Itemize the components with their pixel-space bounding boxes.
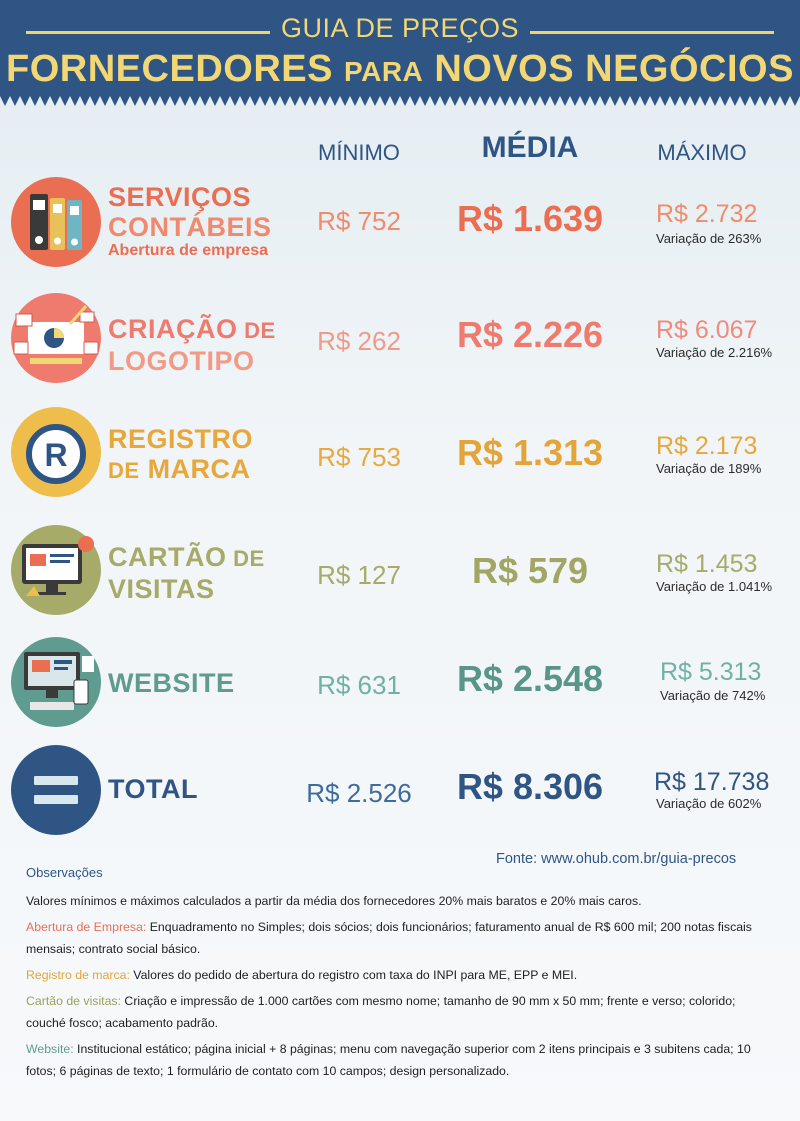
website-icon (10, 636, 102, 728)
variation-text: Variação de 742% (660, 688, 766, 703)
mid-value: R$ 2.226 (456, 314, 604, 355)
min-value: R$ 262 (317, 326, 401, 356)
price-row-website: WEBSITE R$ 631 R$ 2.548 R$ 5.313 Variaçã… (0, 636, 800, 736)
row-label: SERVIÇOS CONTÁBEIS Abertura de empresa (108, 182, 272, 259)
price-row-cartao-visitas: CARTÃO DE VISITAS R$ 127 R$ 579 R$ 1.453… (0, 524, 800, 624)
mid-value: R$ 579 (471, 550, 589, 591)
variation-text: Variação de 189% (656, 461, 762, 476)
registered-trademark-icon: R (10, 406, 102, 498)
min-value: R$ 752 (317, 206, 401, 236)
note-cartao-visitas: Cartão de visitas: Criação e impressão d… (26, 994, 736, 1030)
row-label: REGISTRO DE MARCA (108, 424, 254, 484)
row-label: CARTÃO DE VISITAS (108, 542, 265, 604)
mid-value: R$ 1.639 (456, 198, 604, 239)
max-value: R$ 5.313 (660, 658, 762, 686)
observations-title: Observações (26, 865, 103, 880)
column-header-min: MÍNIMO (318, 140, 400, 165)
max-value: R$ 1.453 (656, 550, 758, 578)
column-header-mid: MÉDIA (481, 131, 579, 164)
price-row-registro-marca: R REGISTRO DE MARCA R$ 753 R$ 1.313 R$ 2… (0, 406, 800, 506)
max-value: R$ 2.732 (656, 200, 758, 228)
price-row-total: TOTAL R$ 2.526 R$ 8.306 R$ 17.738 Variaç… (0, 744, 800, 844)
logo-design-icon (10, 292, 102, 384)
max-value: R$ 17.738 (654, 768, 770, 796)
variation-text: Variação de 263% (656, 231, 762, 246)
note-abertura-empresa: Abertura de Empresa: Enquadramento no Si… (26, 920, 752, 956)
note-registro-marca: Registro de marca: Valores do pedido de … (26, 968, 578, 982)
mid-value: R$ 8.306 (456, 766, 604, 807)
source-credit: Fonte: www.ohub.com.br/guia-precos (496, 851, 737, 867)
min-value: R$ 631 (317, 670, 401, 700)
price-row-criacao-logotipo: CRIAÇÃO DE LOGOTIPO R$ 262 R$ 2.226 R$ 6… (0, 292, 800, 392)
variation-text: Variação de 2.216% (656, 345, 773, 360)
row-label: CRIAÇÃO DE LOGOTIPO (108, 314, 276, 376)
row-label: WEBSITE (108, 668, 235, 698)
mid-value: R$ 1.313 (456, 432, 604, 473)
min-value: R$ 127 (317, 560, 401, 590)
note-website: Website: Institucional estático; página … (26, 1042, 751, 1078)
column-header-max: MÁXIMO (657, 140, 747, 165)
min-value: R$ 753 (317, 442, 401, 472)
header-zigzag-edge (0, 96, 800, 106)
variation-text: Variação de 1.041% (656, 579, 773, 594)
svg-text:R: R (44, 437, 67, 473)
mid-value: R$ 2.548 (456, 658, 604, 699)
header-title: FORNECEDORES PARA NOVOS NEGÓCIOS (6, 48, 794, 90)
binders-icon (10, 176, 102, 268)
note-general: Valores mínimos e máximos calculados a p… (26, 894, 642, 908)
equals-icon (10, 744, 102, 836)
row-label: TOTAL (108, 774, 198, 804)
max-value: R$ 6.067 (656, 316, 758, 344)
min-value: R$ 2.526 (306, 778, 412, 808)
header-divider-left (26, 31, 270, 34)
variation-text: Variação de 602% (656, 796, 762, 811)
header-banner: GUIA DE PREÇOS FORNECEDORES PARA NOVOS N… (0, 0, 800, 96)
price-row-servicos-contabeis: SERVIÇOS CONTÁBEIS Abertura de empresa R… (0, 176, 800, 276)
max-value: R$ 2.173 (656, 432, 758, 460)
business-card-icon (10, 524, 102, 616)
observations-notes: Valores mínimos e máximos calculados a p… (26, 890, 778, 1086)
header-subtitle: GUIA DE PREÇOS (280, 13, 520, 43)
header-divider-right (530, 31, 774, 34)
